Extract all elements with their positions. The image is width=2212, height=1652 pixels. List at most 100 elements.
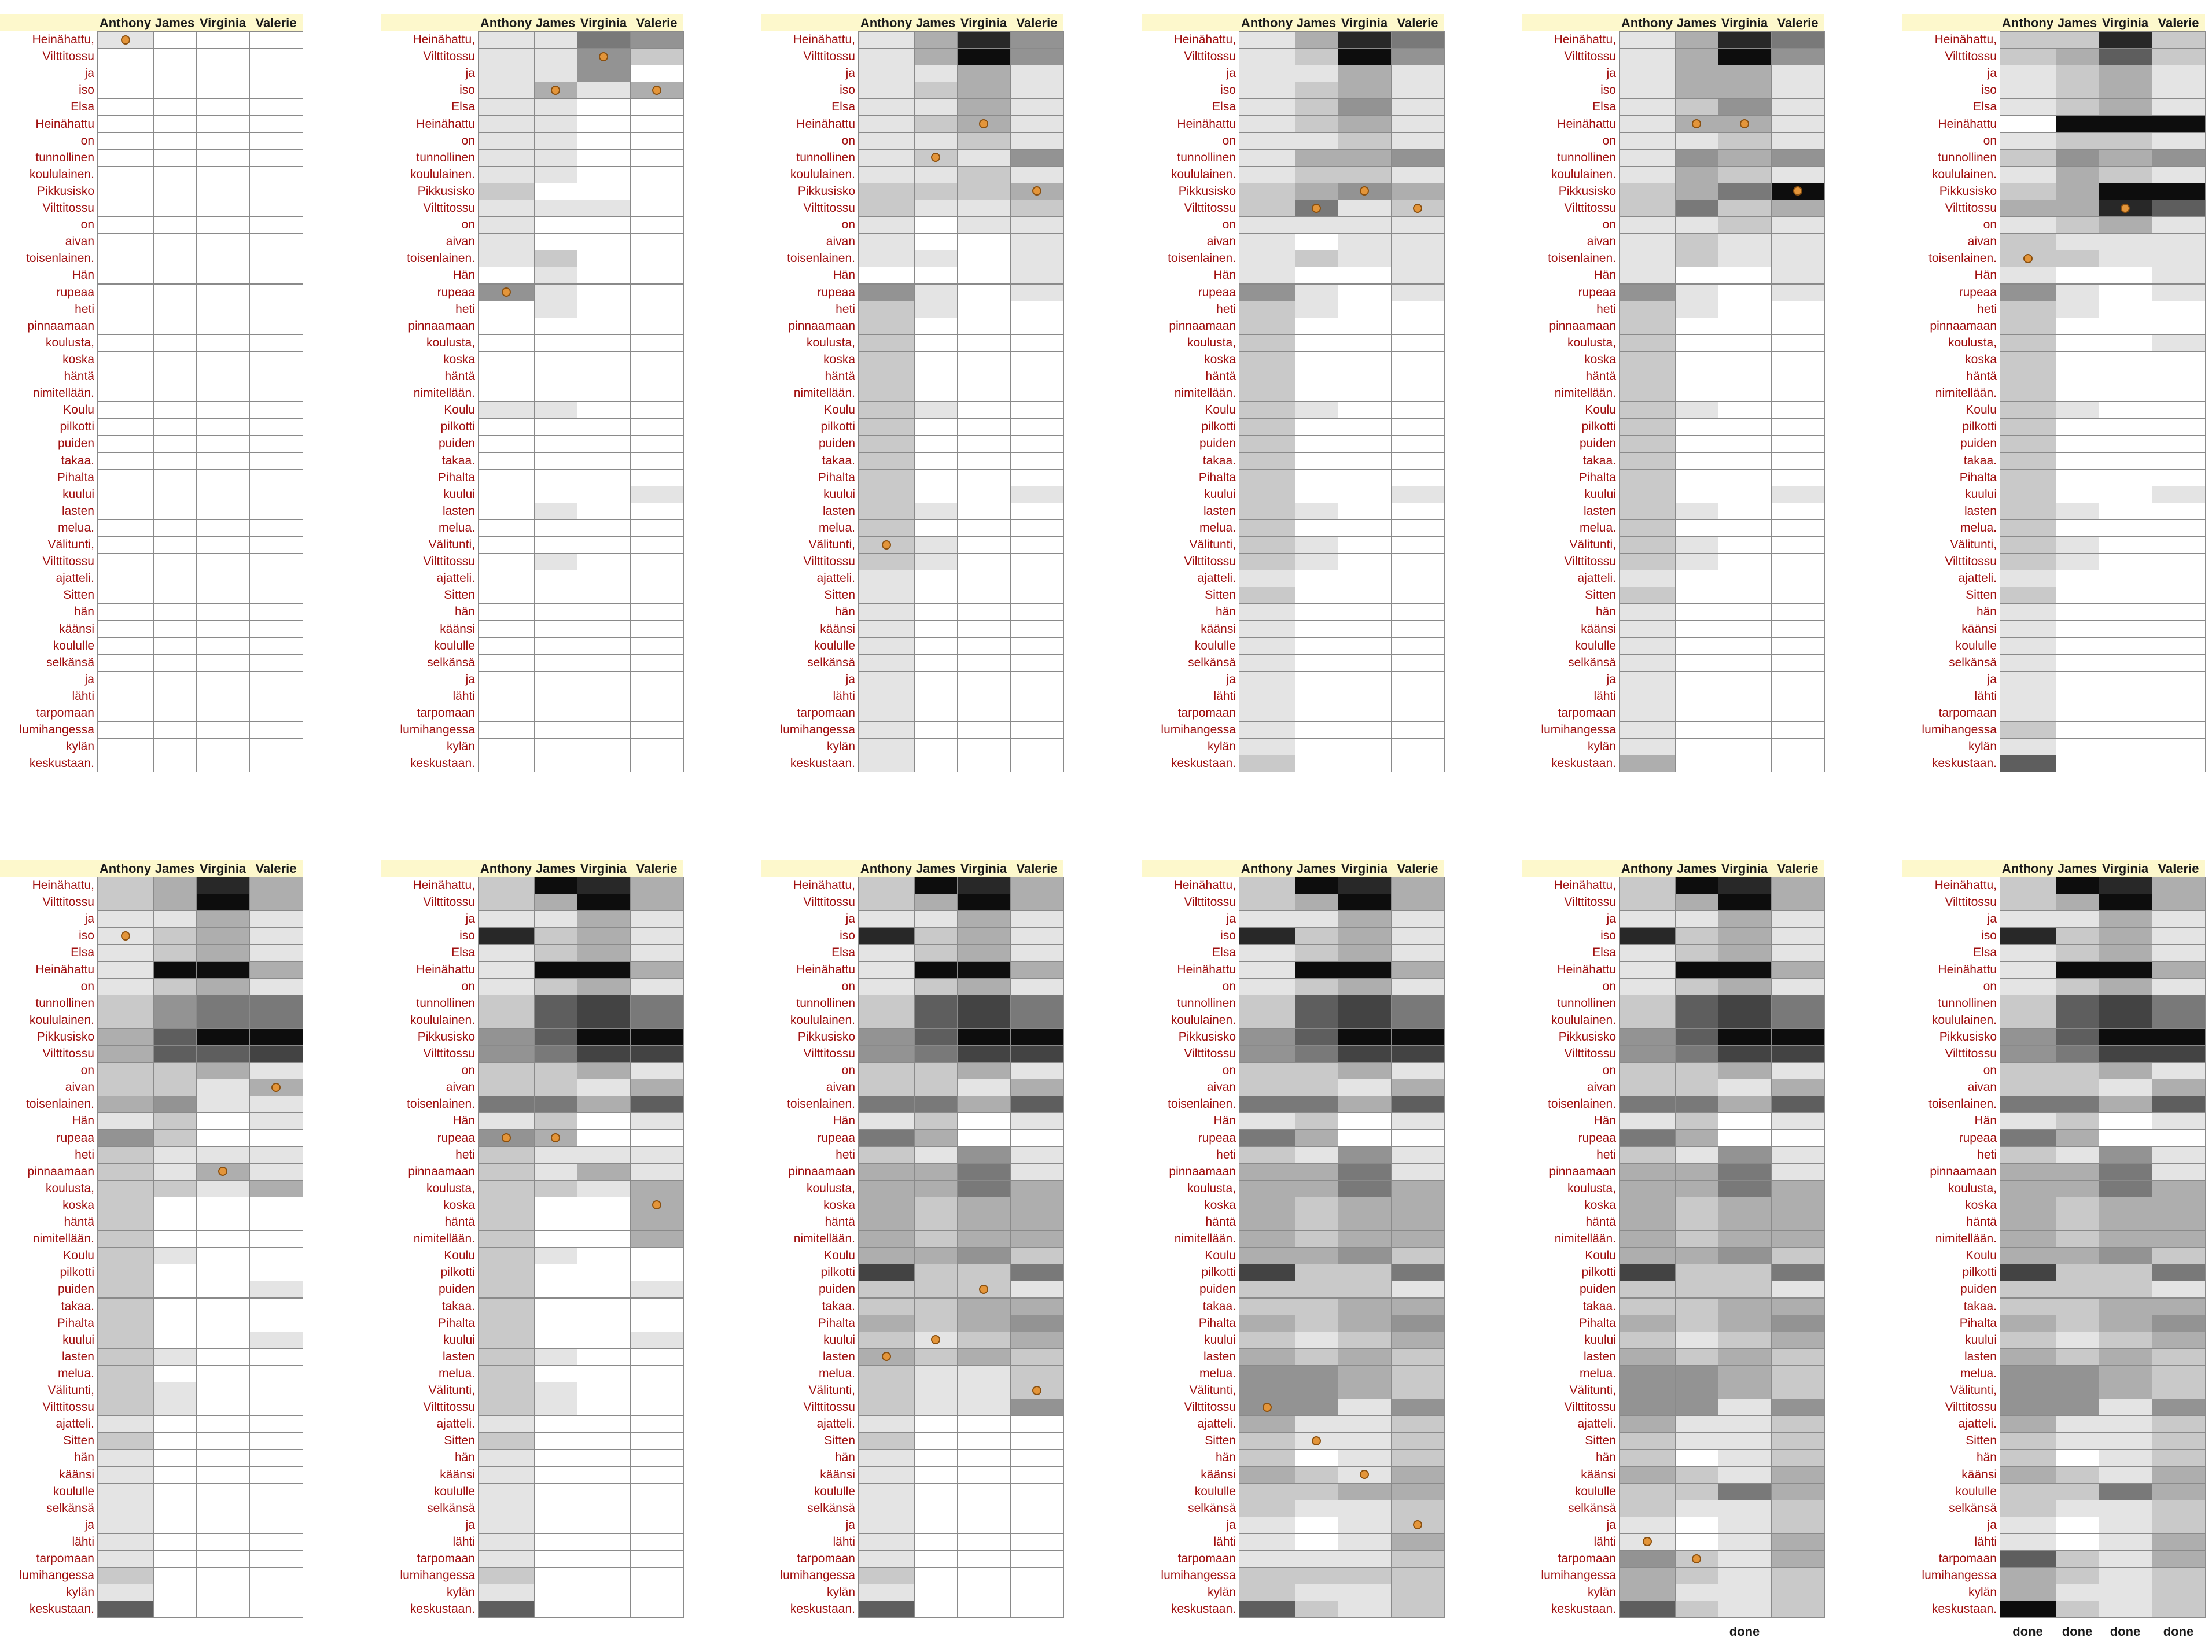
heatmap-cell bbox=[1391, 351, 1445, 368]
heatmap-cell bbox=[1718, 1062, 1772, 1080]
heatmap-cell bbox=[196, 233, 250, 251]
heatmap-cell bbox=[1010, 877, 1064, 895]
heatmap-cell bbox=[577, 978, 631, 995]
heatmap-cell bbox=[196, 1365, 250, 1382]
word-label: Hän bbox=[452, 268, 475, 282]
speaker-header: Valerie bbox=[636, 16, 678, 30]
heatmap-cell bbox=[1391, 1045, 1445, 1063]
heatmap-cell bbox=[249, 894, 303, 912]
heatmap-cell bbox=[577, 267, 631, 285]
heatmap-cell bbox=[1675, 165, 1718, 183]
heatmap-cell bbox=[957, 250, 1011, 268]
heatmap-cell bbox=[2056, 978, 2099, 995]
heatmap-cell bbox=[858, 452, 915, 470]
word-label: kylän bbox=[446, 740, 475, 754]
word-label: Pihalta bbox=[1959, 470, 1997, 484]
heatmap-cell bbox=[1010, 452, 1064, 470]
heatmap-cell bbox=[957, 1516, 1011, 1534]
heatmap-cell bbox=[1675, 1230, 1718, 1248]
heatmap-cell bbox=[196, 82, 250, 99]
heatmap-cell bbox=[1338, 519, 1392, 537]
word-label: melua. bbox=[1199, 1366, 1236, 1380]
heatmap-cell bbox=[1010, 1011, 1064, 1029]
heatmap-cell bbox=[2000, 1028, 2056, 1046]
heatmap-cell bbox=[1619, 1331, 1676, 1349]
heatmap-cell bbox=[1771, 1096, 1825, 1113]
heatmap-cell bbox=[2000, 587, 2056, 604]
heatmap-cell bbox=[249, 1028, 303, 1046]
heatmap-cell bbox=[534, 283, 577, 301]
heatmap-cell bbox=[196, 1415, 250, 1433]
heatmap-cell bbox=[914, 1432, 958, 1450]
heatmap-cell bbox=[858, 31, 915, 49]
heatmap-cell bbox=[153, 1365, 197, 1382]
heatmap-cell bbox=[196, 1331, 250, 1349]
heatmap-cell bbox=[1338, 1230, 1392, 1248]
heatmap-cell bbox=[153, 1179, 197, 1197]
heatmap-cell bbox=[1338, 48, 1392, 66]
heatmap-cell bbox=[1239, 877, 1295, 895]
heatmap-cell bbox=[2056, 553, 2099, 571]
heatmap-cell bbox=[97, 1297, 154, 1315]
heatmap-cell bbox=[153, 1466, 197, 1484]
heatmap-cell bbox=[914, 216, 958, 234]
word-label: on bbox=[1602, 134, 1616, 148]
heatmap-cell bbox=[957, 1483, 1011, 1500]
heatmap-cell bbox=[1010, 1028, 1064, 1046]
heatmap-cell bbox=[1619, 1264, 1676, 1282]
heatmap-cell bbox=[1338, 894, 1392, 912]
heatmap-cell bbox=[957, 1432, 1011, 1450]
focus-dot bbox=[1360, 186, 1369, 196]
word-label: Heinähattu bbox=[35, 963, 94, 976]
heatmap-cell bbox=[249, 401, 303, 419]
heatmap-cell bbox=[1675, 283, 1718, 301]
word-label: Vilttitossu bbox=[803, 201, 856, 215]
word-label: lumihangessa bbox=[780, 723, 855, 737]
word-label: hän bbox=[454, 605, 475, 619]
heatmap-cell bbox=[1718, 1247, 1772, 1265]
heatmap-cell bbox=[957, 944, 1011, 962]
done-label: done bbox=[2163, 1624, 2194, 1639]
heatmap-cell bbox=[1295, 31, 1338, 49]
heatmap-cell bbox=[577, 1365, 631, 1382]
heatmap-cell bbox=[2000, 1382, 2056, 1400]
heatmap-cell bbox=[1391, 603, 1445, 621]
word-label: Vilttitossu bbox=[423, 201, 476, 215]
heatmap-cell bbox=[2152, 1399, 2206, 1417]
heatmap-cell bbox=[2056, 1348, 2099, 1366]
word-label: Koulu bbox=[1205, 403, 1236, 417]
heatmap-cell bbox=[1295, 1179, 1338, 1197]
heatmap-cell bbox=[577, 1533, 631, 1551]
heatmap-cell bbox=[2056, 1382, 2099, 1400]
heatmap-cell bbox=[478, 1533, 535, 1551]
heatmap-cell bbox=[630, 65, 684, 83]
speaker-header: Virginia bbox=[960, 861, 1007, 876]
heatmap-cell bbox=[1010, 334, 1064, 352]
heatmap-cell bbox=[1619, 115, 1676, 133]
heatmap-cell bbox=[1338, 620, 1392, 638]
heatmap-cell bbox=[97, 1516, 154, 1534]
heatmap-cell bbox=[97, 994, 154, 1012]
word-label: on bbox=[1222, 134, 1236, 148]
heatmap-cell bbox=[1295, 1382, 1338, 1400]
heatmap-cell bbox=[153, 334, 197, 352]
word-label: Pihalta bbox=[1578, 470, 1616, 484]
heatmap-cell bbox=[1771, 1281, 1825, 1299]
heatmap-cell bbox=[1239, 1196, 1295, 1214]
heatmap-cell bbox=[196, 1314, 250, 1332]
heatmap-cell bbox=[1239, 1382, 1295, 1400]
heatmap-cell bbox=[630, 1281, 684, 1299]
heatmap-cell bbox=[1718, 283, 1772, 301]
heatmap-cell bbox=[1391, 115, 1445, 133]
heatmap-cell bbox=[196, 927, 250, 945]
heatmap-cell bbox=[1675, 705, 1718, 722]
heatmap-cell bbox=[478, 670, 535, 688]
heatmap-cell bbox=[1239, 637, 1295, 655]
heatmap-cell bbox=[1771, 1163, 1825, 1181]
heatmap-cell bbox=[1771, 1028, 1825, 1046]
word-label: Sitten bbox=[444, 588, 475, 602]
heatmap-cell bbox=[1675, 620, 1718, 638]
heatmap-cell bbox=[97, 233, 154, 251]
heatmap-cell bbox=[630, 132, 684, 150]
heatmap-cell bbox=[534, 300, 577, 318]
